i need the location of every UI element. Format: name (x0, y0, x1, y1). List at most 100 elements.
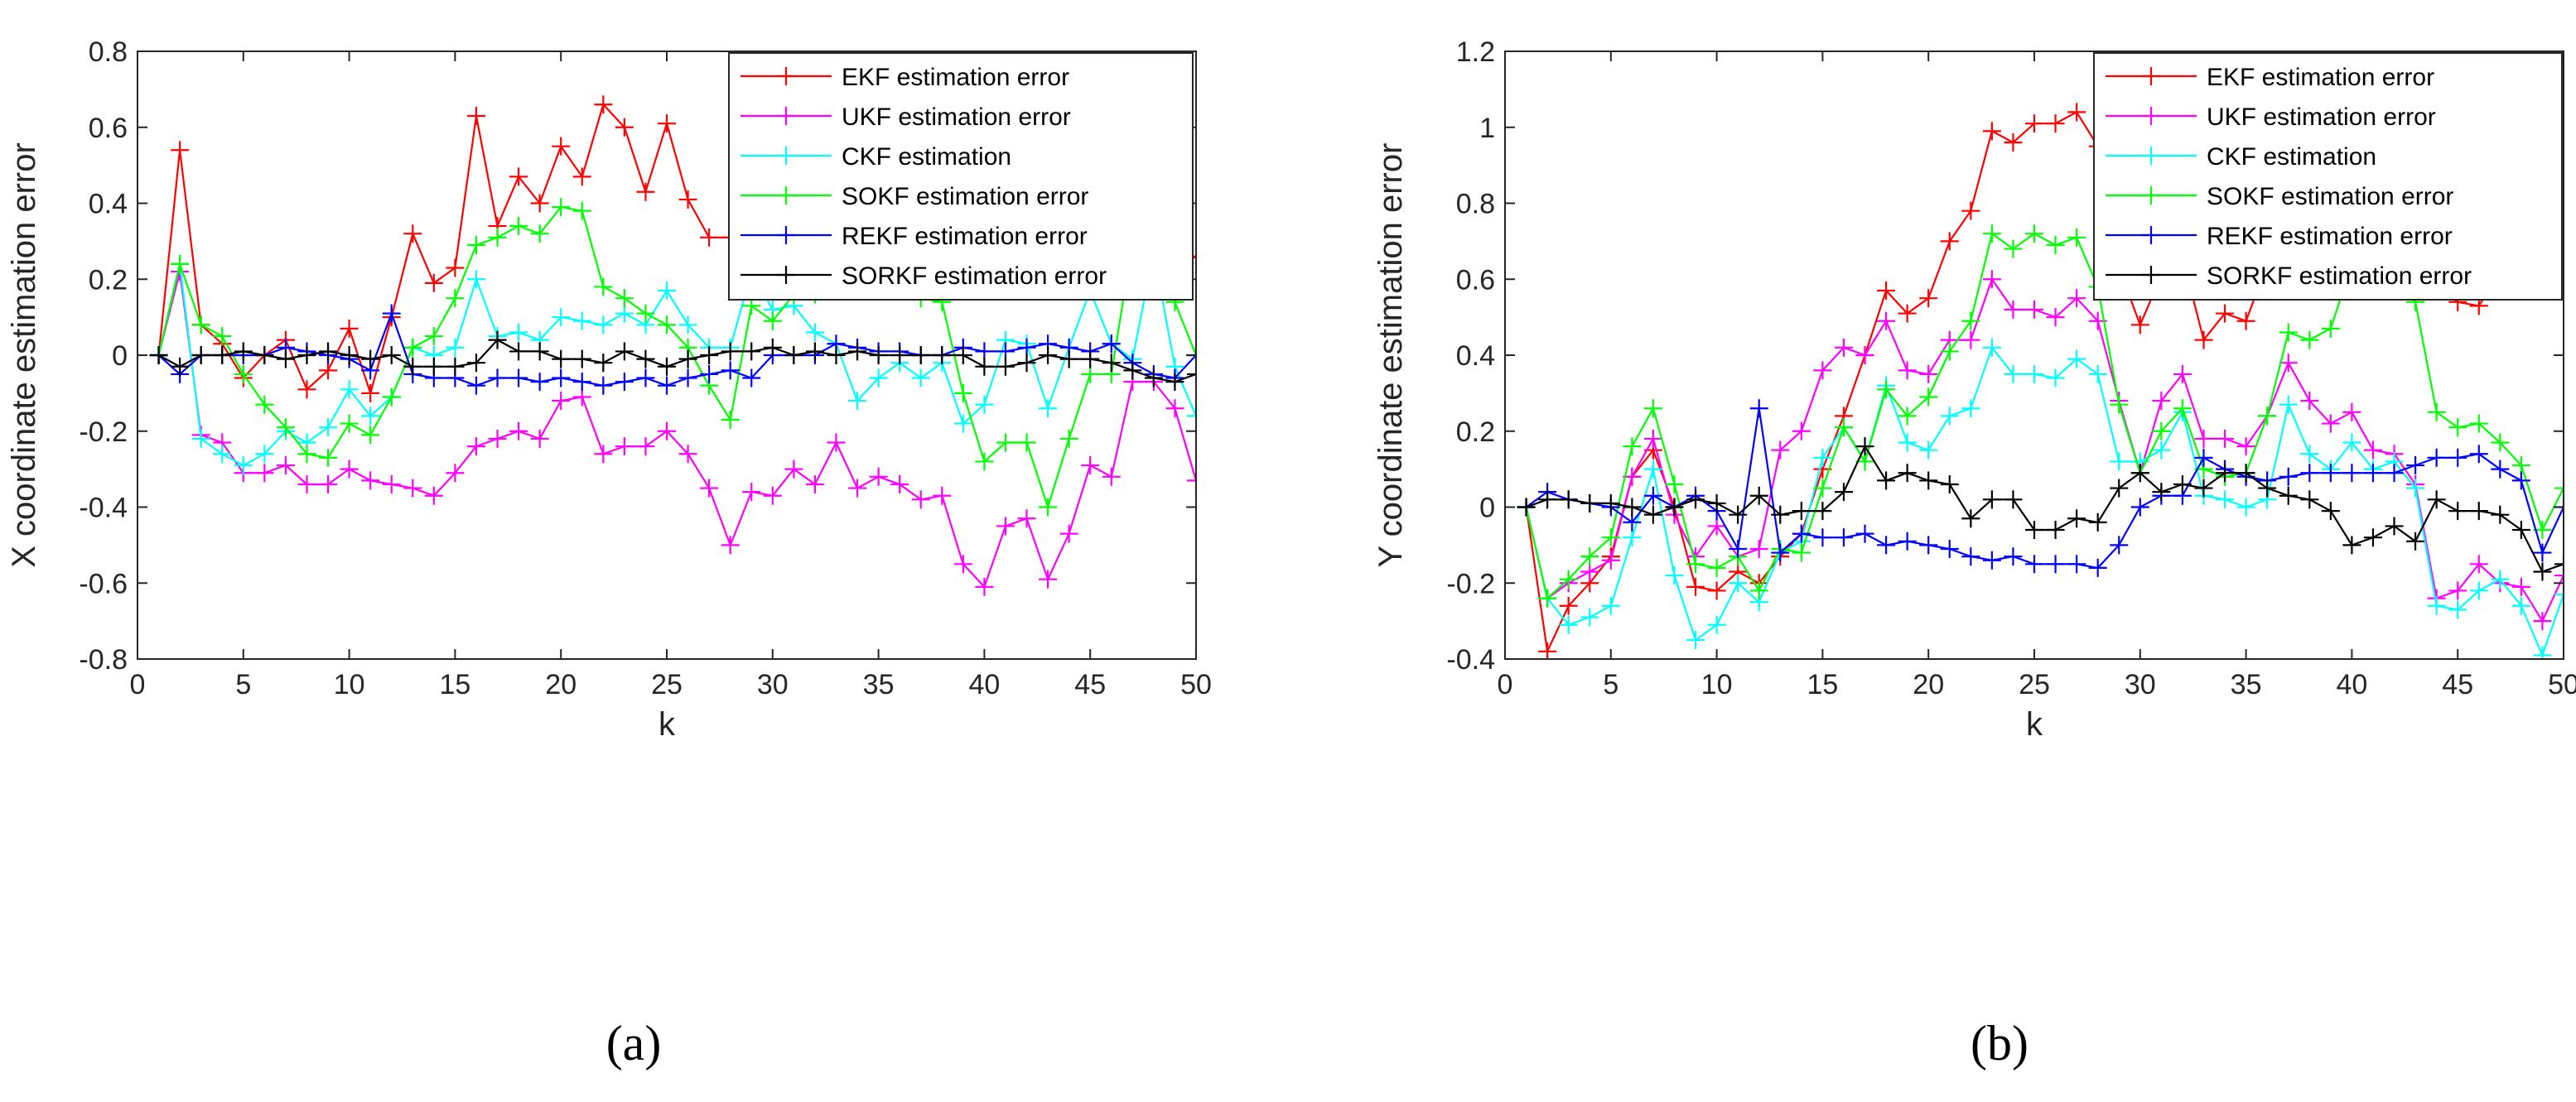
legend-item-0: EKF estimation error (2106, 64, 2434, 91)
data-point (1643, 460, 1662, 479)
data-point (2406, 479, 2425, 498)
data-point (2004, 490, 2023, 509)
data-point (933, 486, 952, 505)
x-tick-label: 45 (2442, 669, 2473, 700)
data-point (636, 304, 655, 323)
data-point (2216, 490, 2235, 509)
data-point (1919, 536, 1938, 555)
data-point (572, 349, 591, 368)
data-point (1855, 524, 1874, 543)
data-point (1898, 464, 1917, 483)
data-point (911, 346, 930, 364)
data-point (2046, 521, 2065, 540)
data-point (848, 342, 867, 361)
data-point (1059, 349, 1078, 368)
data-point (1187, 407, 1196, 426)
data-point (297, 445, 316, 464)
y-tick-label: -0.4 (79, 493, 128, 524)
series-line-2 (1525, 346, 2564, 657)
data-point (2511, 521, 2530, 540)
data-point (594, 315, 613, 334)
data-point (1665, 498, 1684, 517)
data-point (2236, 464, 2255, 483)
data-point (2448, 502, 2467, 521)
y-axis-label: Y coordinate estimation error (1372, 143, 1409, 568)
data-point (2279, 354, 2298, 373)
data-point (1580, 608, 1599, 627)
x-tick-label: 50 (1180, 669, 1212, 700)
data-point (2279, 486, 2298, 505)
data-point (552, 198, 571, 217)
data-point (1749, 539, 1768, 558)
data-point (2110, 452, 2129, 471)
data-point (2046, 555, 2065, 574)
legend: EKF estimation error UKF estimation error… (728, 52, 1194, 301)
data-point (552, 349, 571, 368)
data-point (255, 395, 274, 414)
data-point (1729, 539, 1748, 558)
data-point (636, 349, 655, 368)
data-point (2216, 304, 2235, 323)
data-point (1940, 539, 1959, 558)
data-point (2067, 103, 2086, 122)
data-point (1686, 490, 1705, 509)
data-point (1601, 596, 1620, 615)
x-tick-label: 25 (651, 669, 683, 700)
data-point (2554, 566, 2564, 585)
data-point (255, 445, 274, 464)
data-point (340, 380, 359, 399)
legend-item-2: CKF estimation (2106, 143, 2376, 171)
data-point (594, 277, 613, 296)
data-point (297, 380, 316, 399)
data-point (721, 342, 740, 361)
data-point (2469, 581, 2488, 600)
data-point (975, 577, 994, 596)
data-point (1877, 536, 1896, 555)
data-point (2046, 368, 2065, 387)
data-point (1559, 570, 1578, 589)
data-point (2342, 433, 2361, 452)
data-point (552, 368, 571, 387)
data-point (2067, 509, 2086, 528)
data-point (594, 445, 613, 464)
data-point (1792, 421, 1811, 440)
data-point (1707, 581, 1726, 600)
data-point (1538, 642, 1557, 659)
data-point (191, 346, 210, 364)
data-point (552, 137, 571, 156)
data-point (763, 338, 782, 357)
data-point (721, 361, 740, 380)
data-point (276, 418, 295, 437)
data-point (171, 141, 190, 160)
data-point (361, 383, 380, 402)
data-point (1877, 380, 1896, 399)
x-tick-label: 15 (1807, 669, 1838, 700)
data-point (1623, 513, 1642, 532)
data-point (1982, 270, 2001, 289)
data-point (975, 342, 994, 361)
data-point (2342, 402, 2361, 421)
data-point (1017, 338, 1036, 357)
data-point (615, 304, 634, 323)
data-point (530, 342, 549, 361)
data-point (827, 433, 846, 452)
data-point (2491, 505, 2510, 524)
data-point (996, 342, 1015, 361)
data-point (319, 474, 338, 493)
x-axis-label: k (658, 706, 676, 743)
data-point (953, 555, 972, 574)
data-point (1707, 558, 1726, 577)
y-tick-label: 0.6 (1456, 264, 1495, 296)
data-point (2152, 392, 2171, 411)
data-point (361, 426, 380, 445)
data-point (276, 456, 295, 475)
x-tick-label: 50 (2548, 669, 2576, 700)
data-point (446, 258, 465, 277)
data-point (572, 311, 591, 330)
data-point (552, 392, 571, 411)
data-point (2194, 448, 2213, 467)
y-tick-label: 0.2 (89, 264, 128, 296)
data-point (1102, 467, 1121, 486)
data-point (848, 392, 867, 411)
data-point (953, 346, 972, 364)
